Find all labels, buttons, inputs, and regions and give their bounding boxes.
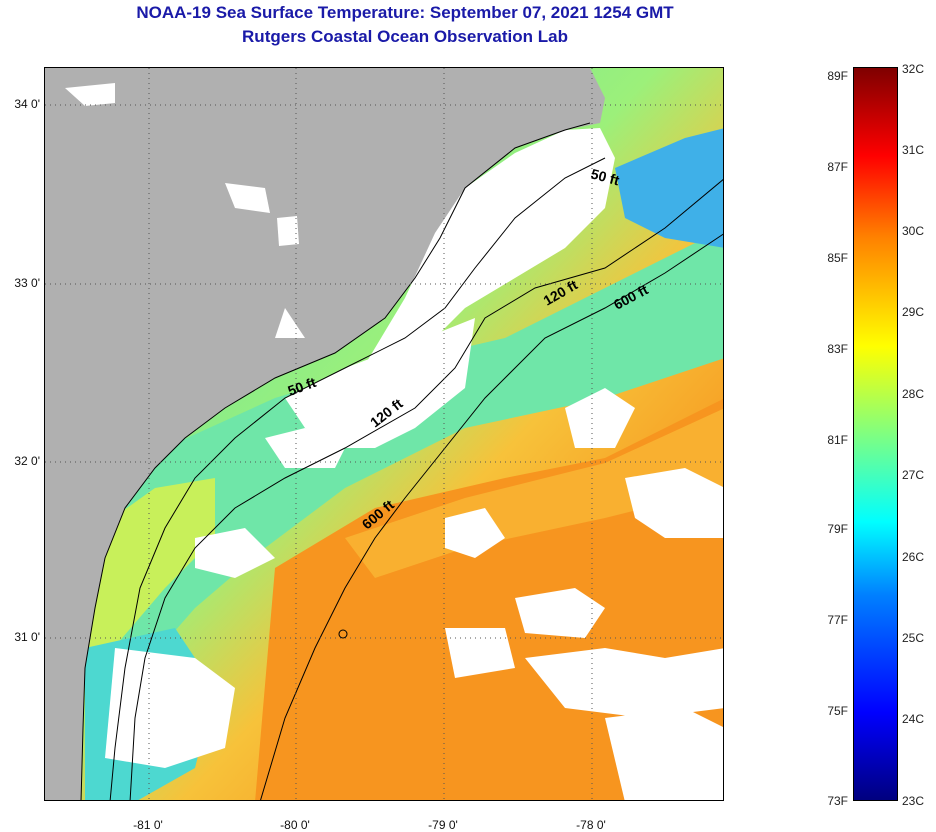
celsius-label: 27C [902,468,925,482]
cloud-cover [525,648,723,718]
cloud-cover [105,648,235,768]
cloud-cover [625,468,723,538]
coastline [80,122,591,800]
celsius-label: 24C [902,712,925,726]
cool-patch-north [615,128,723,248]
transition-band [345,408,723,578]
cloud-cover [445,508,505,558]
fahrenheit-label: 87F [827,160,848,174]
cloud-cover [515,588,605,638]
cloud-cover [195,528,275,578]
cloud-cover [285,318,475,448]
cloud-cover [275,308,305,338]
celsius-label: 28C [902,387,925,401]
lon-label: -80 0' [280,818,310,832]
inshore-warm-band [85,478,215,688]
land-area [45,68,605,800]
fahrenheit-label: 79F [827,522,848,536]
map-title: NOAA-19 Sea Surface Temperature: Septemb… [136,3,674,22]
lat-label: 31 0' [14,630,40,644]
fahrenheit-label: 73F [827,794,848,808]
fahrenheit-label: 83F [827,342,848,356]
contour-120ft [129,179,723,800]
lon-label: -81 0' [133,818,163,832]
fahrenheit-label: 89F [827,69,848,83]
station-marker [338,629,348,639]
cloud-cover [445,628,515,678]
lat-label: 33 0' [14,276,40,290]
cloud-cover [345,128,615,398]
sst-map: 50 ft 50 ft 120 ft 120 ft 600 ft 600 ft [44,67,724,801]
celsius-label: 23C [902,794,925,808]
cloud-cover [225,183,270,213]
fahrenheit-label: 81F [827,433,848,447]
color-scale-bar [853,67,898,801]
celsius-label: 30C [902,224,925,238]
cloud-cover [605,708,723,800]
graticule [45,68,723,800]
lat-label: 32 0' [14,454,40,468]
celsius-label: 29C [902,305,925,319]
lon-label: -79 0' [428,818,458,832]
fahrenheit-label: 85F [827,251,848,265]
celsius-label: 26C [902,550,925,564]
celsius-label: 32C [902,62,925,76]
contour-600ft [260,233,723,800]
cloud-cover [65,83,115,106]
fahrenheit-label: 77F [827,613,848,627]
lat-label: 34 0' [14,97,40,111]
cloud-cover [277,216,299,246]
celsius-label: 31C [902,143,925,157]
celsius-label: 25C [902,631,925,645]
shelf-water-region [85,229,723,768]
fahrenheit-label: 75F [827,704,848,718]
lon-label: -78 0' [576,818,606,832]
contour-label-50ft: 50 ft [589,165,621,188]
contour-50ft [109,157,606,800]
map-subtitle: Rutgers Coastal Ocean Observation Lab [242,27,568,46]
cloud-cover [565,388,635,448]
